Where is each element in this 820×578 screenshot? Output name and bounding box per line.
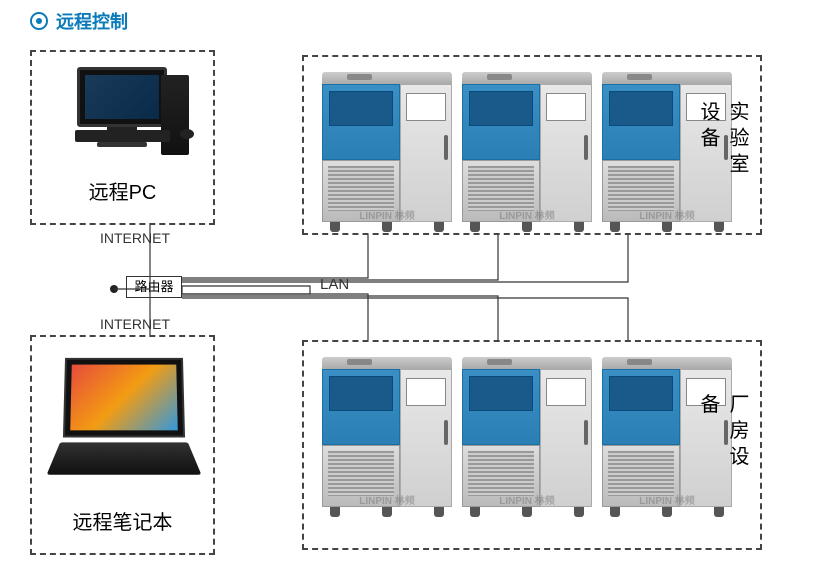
lab-equipment-label: 实验室设备 xyxy=(694,101,752,189)
test-chamber-icon: LINPIN 林频 xyxy=(322,72,452,232)
remote-pc-box: 远程PC xyxy=(30,50,215,225)
factory-machines-row: LINPIN 林频 LINPIN 林频 LINPIN 林频 xyxy=(322,357,732,517)
laptop-icon xyxy=(54,357,194,482)
test-chamber-icon: LINPIN 林频 xyxy=(462,357,592,517)
lab-machines-row: LINPIN 林频 LINPIN 林频 LINPIN 林频 xyxy=(322,72,732,232)
title-row: 远程控制 xyxy=(30,8,128,34)
test-chamber-icon: LINPIN 林频 xyxy=(462,72,592,232)
internet-label-top: INTERNET xyxy=(100,230,170,246)
target-icon xyxy=(30,12,48,30)
page-title: 远程控制 xyxy=(56,8,128,34)
router-label-box: 路由器 xyxy=(126,276,182,298)
factory-equipment-label: 厂房设备 xyxy=(694,394,752,497)
desktop-pc-icon xyxy=(62,67,182,147)
watermark-text: LINPIN 林频 xyxy=(359,207,415,222)
watermark-text: LINPIN 林频 xyxy=(639,492,695,507)
lab-equipment-box: LINPIN 林频 LINPIN 林频 LINPIN 林频 实验室设备 xyxy=(302,55,762,235)
watermark-text: LINPIN 林频 xyxy=(639,207,695,222)
remote-laptop-label: 远程笔记本 xyxy=(32,506,213,535)
remote-pc-label: 远程PC xyxy=(32,176,213,205)
watermark-text: LINPIN 林频 xyxy=(359,492,415,507)
factory-equipment-box: LINPIN 林频 LINPIN 林频 LINPIN 林频 厂房设备 xyxy=(302,340,762,550)
router-node-dot xyxy=(110,285,118,293)
watermark-text: LINPIN 林频 xyxy=(499,492,555,507)
internet-label-bottom: INTERNET xyxy=(100,316,170,332)
test-chamber-icon: LINPIN 林频 xyxy=(322,357,452,517)
watermark-text: LINPIN 林频 xyxy=(499,207,555,222)
lan-label: LAN xyxy=(320,276,349,293)
remote-laptop-box: 远程笔记本 xyxy=(30,335,215,555)
